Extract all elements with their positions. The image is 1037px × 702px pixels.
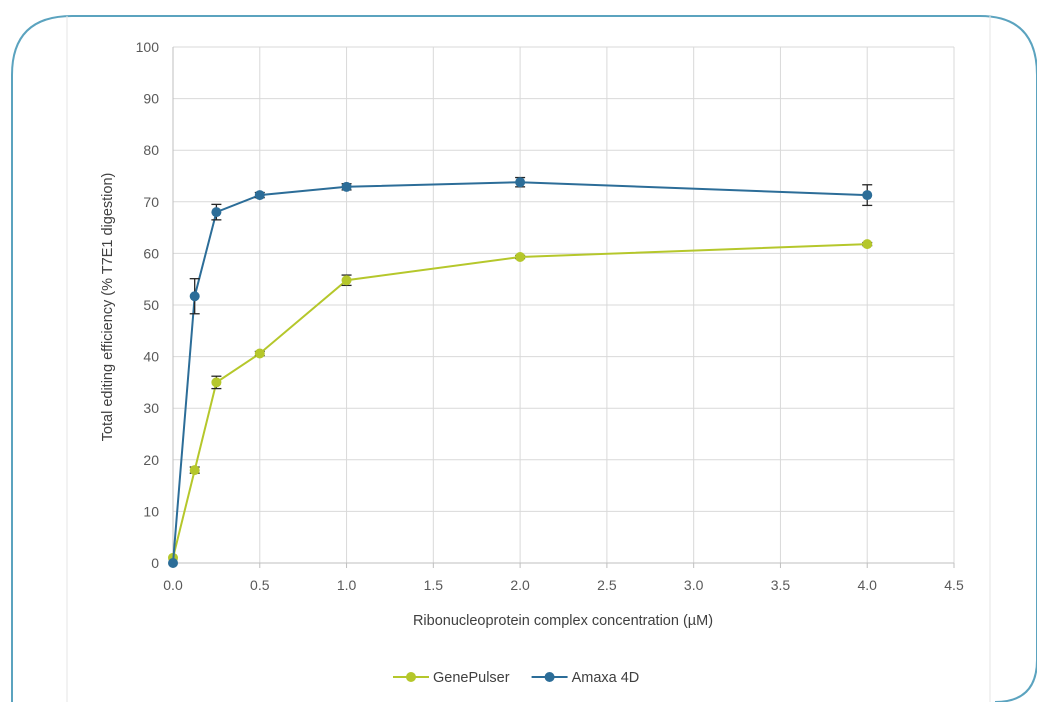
data-point: [254, 348, 265, 359]
y-tick-label: 60: [143, 245, 159, 261]
data-series: [168, 176, 873, 568]
tick-labels: 0 10 20 30 40 50 60 70 80 90 100 0.0 0.5 1.0 1.5 2.0 2.5…: [136, 39, 964, 593]
x-tick-label: 4.5: [944, 577, 964, 593]
data-point: [211, 207, 222, 218]
y-tick-label: 10: [143, 503, 159, 519]
data-point: [168, 558, 178, 568]
x-tick-label: 2.0: [510, 577, 530, 593]
x-tick-label: 3.5: [771, 577, 791, 593]
y-tick-label: 30: [143, 400, 159, 416]
chart-frame: [11, 15, 1037, 702]
legend: GenePulser Amaxa 4D: [393, 670, 639, 686]
x-tick-label: 2.5: [597, 577, 617, 593]
x-tick-label: 0.0: [163, 577, 183, 593]
series-amaxa-4d: [168, 176, 873, 568]
legend-label: GenePulser: [433, 670, 510, 686]
y-tick-label: 100: [136, 39, 160, 55]
x-tick-label: 1.5: [424, 577, 444, 593]
x-tick-label: 4.0: [857, 577, 877, 593]
data-point: [862, 239, 873, 250]
y-tick-label: 20: [143, 452, 159, 468]
grid-lines: [173, 46, 955, 563]
y-tick-label: 80: [143, 142, 159, 158]
y-tick-label: 70: [143, 194, 159, 210]
y-tick-label: 90: [143, 91, 159, 107]
data-point: [211, 377, 222, 388]
data-point: [189, 291, 200, 302]
y-tick-label: 40: [143, 349, 159, 365]
x-tick-label: 0.5: [250, 577, 270, 593]
series-genepulser: [168, 239, 873, 563]
data-point: [862, 190, 873, 201]
data-point: [341, 181, 352, 192]
y-tick-label: 0: [151, 555, 159, 571]
x-tick-label: 1.0: [337, 577, 357, 593]
data-point: [189, 465, 200, 476]
x-tick-label: 3.0: [684, 577, 704, 593]
legend-label: Amaxa 4D: [572, 670, 640, 686]
legend-swatch-marker: [544, 672, 555, 682]
data-point: [515, 177, 526, 188]
x-axis-title: Ribonucleoprotein complex concentration …: [413, 613, 713, 629]
data-point: [254, 190, 265, 201]
axes: [172, 47, 955, 568]
data-point: [341, 275, 352, 286]
data-point: [515, 252, 526, 263]
y-tick-label: 50: [143, 297, 159, 313]
legend-swatch-marker: [406, 672, 416, 682]
y-axis-title: Total editing efficiency (% T7E1 digesti…: [100, 173, 116, 442]
